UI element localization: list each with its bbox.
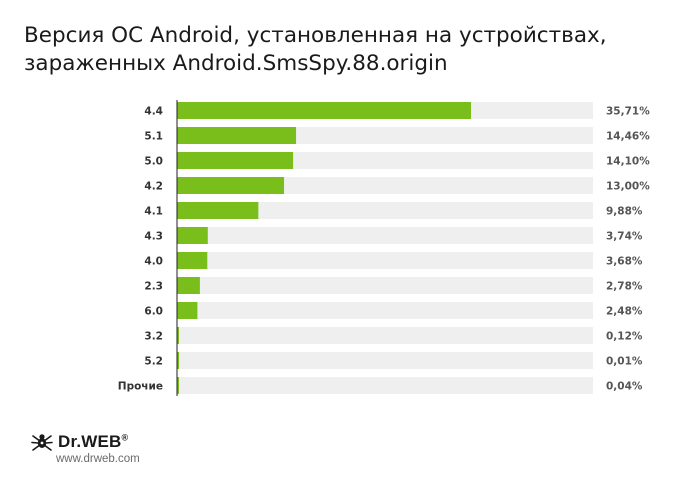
bar-track xyxy=(177,377,593,394)
bar-track xyxy=(177,252,593,269)
category-label: 4.2 xyxy=(144,181,163,193)
value-label: 3,74% xyxy=(606,231,643,243)
chart-title-line-2: зараженных Android.SmsSpy.88.origin xyxy=(24,51,448,76)
chart-title: Версия ОС Android, установленная на устр… xyxy=(24,22,654,78)
value-label: 0,12% xyxy=(606,331,643,343)
bar xyxy=(177,127,297,144)
category-label: 4.3 xyxy=(144,231,163,243)
value-label: 0,04% xyxy=(606,381,643,393)
bar xyxy=(177,302,198,319)
bar xyxy=(177,102,471,119)
bar-track xyxy=(177,327,593,344)
category-label: 3.2 xyxy=(144,331,163,343)
category-label: 4.1 xyxy=(144,206,163,218)
chart-title-line-1: Версия ОС Android, установленная на устр… xyxy=(24,23,607,48)
website-url: www.drweb.com xyxy=(56,453,140,465)
bar-track xyxy=(177,277,593,294)
bar xyxy=(177,202,259,219)
value-label: 14,10% xyxy=(606,156,650,168)
bar xyxy=(177,177,285,194)
category-label: 5.2 xyxy=(144,356,163,368)
category-label: 5.0 xyxy=(144,156,163,168)
category-label: 5.1 xyxy=(144,131,163,143)
value-label: 2,48% xyxy=(606,306,643,318)
bar-track xyxy=(177,227,593,244)
value-label: 9,88% xyxy=(606,206,643,218)
brand-name: Dr.WEB® xyxy=(58,432,129,451)
bar xyxy=(177,152,294,169)
category-label: Прочие xyxy=(118,381,163,393)
drweb-logo: Dr.WEB® xyxy=(30,430,128,454)
value-label: 14,46% xyxy=(606,131,650,143)
value-label: 13,00% xyxy=(606,181,650,193)
bar-track xyxy=(177,302,593,319)
category-label: 6.0 xyxy=(144,306,163,318)
bar xyxy=(177,327,179,344)
bar-track xyxy=(177,202,593,219)
bar xyxy=(177,277,200,294)
spider-icon xyxy=(31,434,53,451)
value-label: 35,71% xyxy=(606,106,650,118)
category-label: 2.3 xyxy=(144,281,163,293)
value-label: 0,01% xyxy=(606,356,643,368)
bar xyxy=(177,252,208,269)
value-label: 3,68% xyxy=(606,256,643,268)
category-label: 4.0 xyxy=(144,256,163,268)
bar xyxy=(177,377,179,394)
bar xyxy=(177,352,179,369)
category-label: 4.4 xyxy=(144,106,163,118)
bar-track xyxy=(177,352,593,369)
value-label: 2,78% xyxy=(606,281,643,293)
bar xyxy=(177,227,208,244)
